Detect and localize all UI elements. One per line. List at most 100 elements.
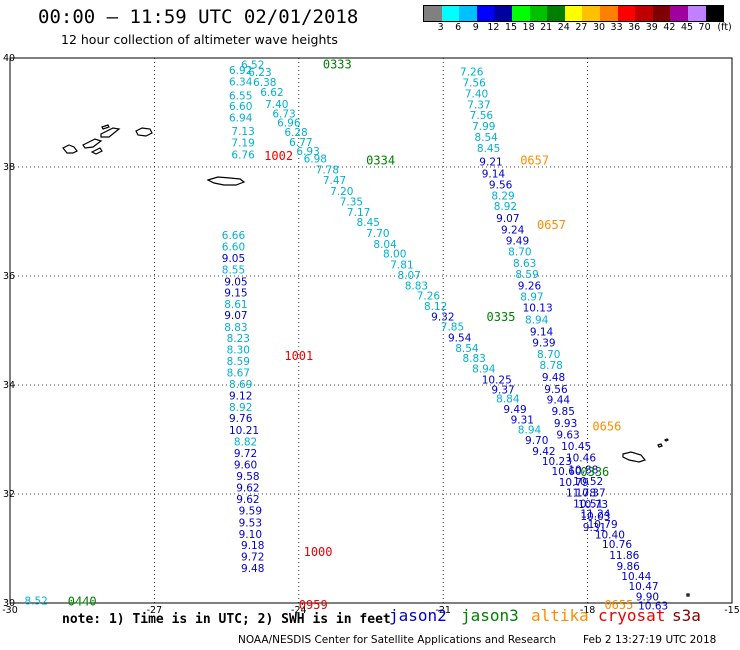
time-label-0656: 0656 bbox=[592, 419, 621, 433]
wave-height-value: 9.60 bbox=[234, 460, 257, 472]
y-tick-label: 32 bbox=[3, 489, 15, 500]
wave-height-value: 8.52 bbox=[24, 595, 47, 607]
wave-height-value: 11.86 bbox=[609, 550, 639, 562]
wave-height-value: 10.13 bbox=[523, 303, 553, 315]
land-outlines bbox=[62, 124, 690, 597]
pass-time-0336: 0336 bbox=[580, 465, 609, 479]
island-outline bbox=[622, 451, 647, 463]
wave-height-value: 7.37 bbox=[467, 99, 490, 111]
wave-height-value: 11.24 bbox=[580, 509, 610, 521]
wave-height-value: 8.84 bbox=[496, 394, 520, 406]
wave-height-value: 10.03 bbox=[580, 511, 610, 523]
wave-height-value: 9.24 bbox=[501, 225, 525, 237]
wave-height-value: 9.56 bbox=[544, 384, 568, 396]
wave-height-value: 6.98 bbox=[304, 153, 327, 165]
time-label-0655: 0655 bbox=[604, 598, 633, 612]
wave-height-value: 8.78 bbox=[539, 360, 562, 372]
y-tick-label: 36 bbox=[3, 271, 15, 282]
wave-height-value: 10.51 bbox=[573, 498, 603, 510]
wave-height-value: 7.35 bbox=[340, 196, 363, 208]
scale-label: 15 bbox=[504, 22, 518, 33]
satellite-cryosat: cryosat bbox=[598, 606, 666, 625]
wave-height-value: 10.63 bbox=[638, 601, 668, 613]
scale-label: 6 bbox=[455, 22, 462, 33]
wave-height-value: 9.05 bbox=[224, 276, 247, 288]
wave-height-value: 7.19 bbox=[231, 137, 254, 149]
wave-height-value: 7.17 bbox=[347, 207, 370, 219]
pass-time-0334: 0334 bbox=[366, 153, 395, 167]
wave-height-value: 9.18 bbox=[241, 540, 264, 552]
wave-height-value: 8.59 bbox=[515, 269, 538, 281]
wave-height-value: 7.40 bbox=[265, 99, 288, 111]
wave-height-value: 9.70 bbox=[525, 435, 548, 447]
wave-height-value: 9.21 bbox=[479, 157, 502, 169]
scale-swatch bbox=[687, 6, 706, 21]
pass-time-0657: 0657 bbox=[520, 153, 549, 167]
scale-unit: (ft) bbox=[717, 22, 732, 33]
wave-height-value: 8.83 bbox=[462, 353, 485, 365]
wave-height-value: 8.83 bbox=[224, 322, 247, 334]
wave-height-value: 9.07 bbox=[496, 213, 519, 225]
wave-height-value: 8.82 bbox=[234, 437, 257, 449]
island-outline bbox=[82, 138, 103, 149]
wave-height-value: 8.94 bbox=[525, 315, 549, 327]
scale-swatch bbox=[511, 6, 530, 21]
scale-swatch bbox=[547, 6, 565, 21]
wave-height-value: 9.26 bbox=[518, 280, 542, 292]
pass-time-0333: 0333 bbox=[323, 57, 352, 71]
wave-height-value: 10.73 bbox=[578, 499, 608, 511]
wave-height-value: 7.78 bbox=[316, 165, 339, 177]
color-scale-bar bbox=[423, 5, 725, 22]
wave-height-value: 8.83 bbox=[405, 280, 428, 292]
scale-label: 9 bbox=[472, 22, 479, 33]
wave-height-value: 6.60 bbox=[229, 101, 252, 113]
wave-height-value: 6.76 bbox=[231, 149, 255, 161]
wave-height-value: 7.56 bbox=[462, 78, 486, 90]
scale-swatch bbox=[476, 6, 495, 21]
wave-height-value: 7.99 bbox=[472, 121, 495, 133]
wave-height-value: 6.92 bbox=[229, 65, 252, 77]
wave-height-value: 9.48 bbox=[241, 563, 264, 575]
scale-swatch bbox=[424, 6, 442, 21]
wave-height-value: 9.42 bbox=[532, 446, 555, 458]
wave-height-value: 9.54 bbox=[448, 333, 472, 345]
scale-label: 39 bbox=[645, 22, 658, 33]
wave-height-value: 9.72 bbox=[241, 552, 264, 564]
scale-swatch bbox=[441, 6, 460, 21]
x-tick-label: -21 bbox=[435, 605, 451, 616]
wave-height-value: 6.94 bbox=[229, 112, 253, 124]
island-outline bbox=[663, 438, 670, 442]
wave-height-value: 10.79 bbox=[559, 477, 589, 489]
island-outline bbox=[206, 176, 246, 186]
x-tick-label: -30 bbox=[2, 605, 18, 616]
island-outline bbox=[686, 593, 690, 597]
wave-height-value: 7.70 bbox=[366, 228, 389, 240]
wave-height-value: 9.72 bbox=[234, 448, 257, 460]
scale-swatch bbox=[652, 6, 671, 21]
wave-height-value: 8.97 bbox=[520, 292, 543, 304]
wave-height-value: 10.60 bbox=[552, 466, 582, 478]
wave-height-value: 6.23 bbox=[248, 67, 271, 79]
satellite-s3a: s3a bbox=[672, 606, 701, 625]
time-label-1000: 1000 bbox=[304, 545, 333, 559]
wave-height-value: 9.07 bbox=[224, 310, 247, 322]
wave-height-value: 8.55 bbox=[222, 264, 245, 276]
x-tick-label: -24 bbox=[291, 605, 307, 616]
wave-height-value: 8.92 bbox=[494, 201, 517, 213]
wave-height-value: 6.60 bbox=[222, 242, 245, 254]
wave-height-value: 6.96 bbox=[277, 117, 301, 129]
scale-swatch bbox=[705, 6, 724, 21]
wave-height-value: 8.59 bbox=[227, 356, 250, 368]
wave-height-value: 8.45 bbox=[477, 143, 500, 155]
wave-height-value: 6.34 bbox=[229, 76, 253, 88]
island-outline bbox=[100, 127, 121, 138]
y-tick-label: 40 bbox=[3, 53, 15, 64]
scale-swatch bbox=[617, 6, 636, 21]
wave-height-value: 7.13 bbox=[231, 126, 254, 138]
time-label-0657-b: 0657 bbox=[537, 218, 566, 232]
wave-height-value: 8.00 bbox=[383, 249, 406, 261]
wave-height-value: 10.40 bbox=[595, 529, 625, 541]
scale-label: 42 bbox=[663, 22, 676, 33]
wave-height-value: 8.61 bbox=[224, 299, 247, 311]
satellite-altika: altika bbox=[531, 606, 589, 625]
